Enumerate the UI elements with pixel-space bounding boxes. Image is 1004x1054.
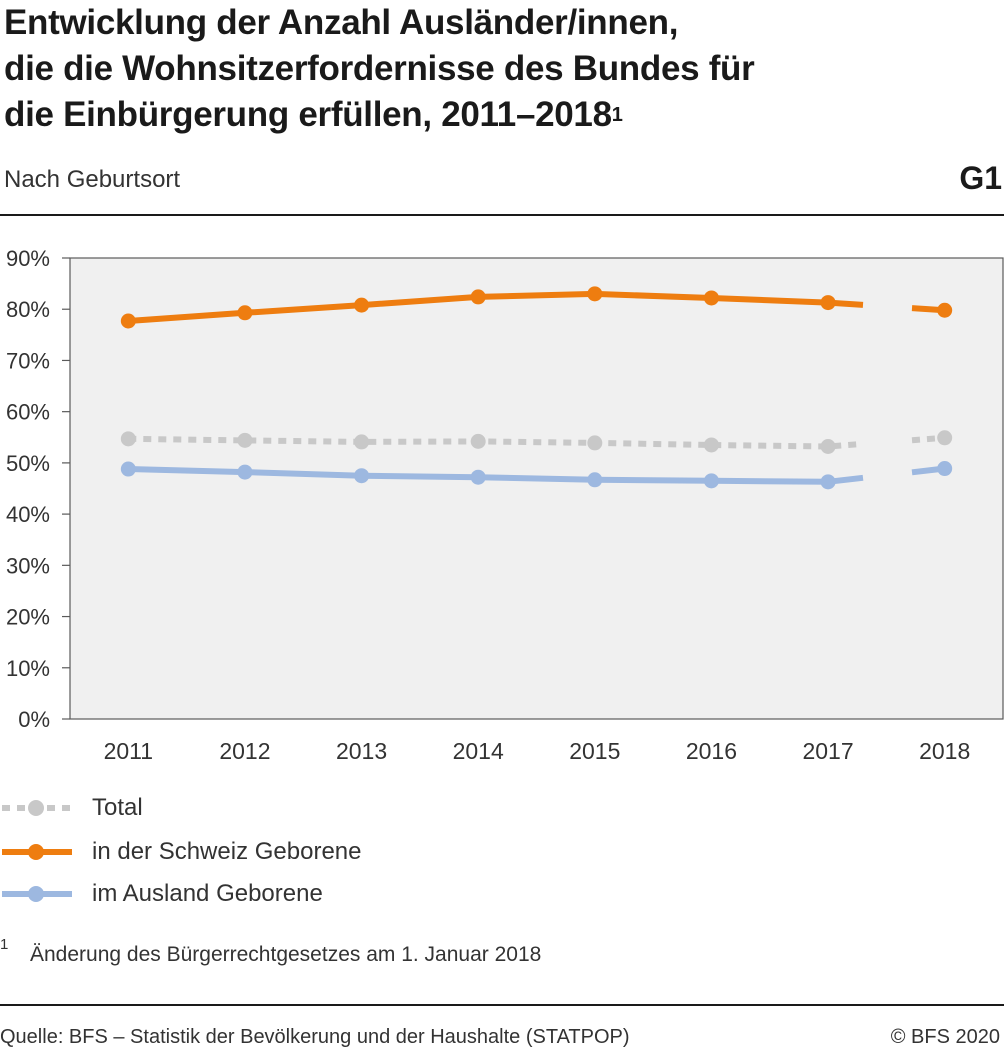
legend-item-ausland: im Ausland Geborene — [0, 874, 600, 914]
title-line-1: Entwicklung der Anzahl Ausländer/innen, — [4, 3, 679, 42]
y-tick-label: 50% — [6, 451, 50, 476]
data-point — [470, 289, 486, 305]
data-point — [703, 290, 719, 306]
data-point — [587, 472, 603, 488]
data-point — [237, 432, 253, 448]
series-0 — [120, 430, 953, 454]
data-point — [587, 286, 603, 302]
series-line — [128, 466, 864, 485]
legend-swatch-ausland — [2, 886, 72, 902]
x-tick-label: 2012 — [219, 738, 270, 764]
data-point — [703, 437, 719, 453]
legend-item-schweiz: in der Schweiz Geborene — [0, 832, 600, 872]
data-point — [237, 305, 253, 321]
y-tick-label: 40% — [6, 502, 50, 527]
data-point — [820, 295, 836, 311]
x-tick-label: 2016 — [686, 738, 737, 764]
y-tick-label: 90% — [6, 246, 50, 271]
copyright: © BFS 2020 — [890, 1026, 1000, 1048]
series-line — [128, 290, 864, 324]
series-2 — [120, 461, 953, 490]
y-tick-label: 20% — [6, 605, 50, 630]
data-point — [470, 433, 486, 449]
x-tick-label: 2017 — [802, 738, 853, 764]
graphic-code: G1 — [959, 160, 1002, 196]
series-1 — [120, 286, 953, 329]
title-line-2: die die Wohnsitzerfordernisse des Bundes… — [4, 49, 755, 88]
series-line — [128, 435, 864, 450]
data-point — [703, 473, 719, 489]
x-tick-label: 2011 — [104, 738, 153, 764]
data-point — [937, 461, 953, 477]
legend-label-schweiz: in der Schweiz Geborene — [92, 838, 362, 865]
x-tick-label: 2015 — [569, 738, 620, 764]
y-tick-label: 30% — [6, 553, 50, 578]
data-point — [354, 468, 370, 484]
top-rule — [0, 214, 1004, 216]
data-point — [120, 431, 136, 447]
footnote-text: Änderung des Bürgerrechtgesetzes am 1. J… — [30, 943, 542, 966]
legend-label-total: Total — [92, 794, 143, 821]
y-tick-label: 80% — [6, 297, 50, 322]
data-point — [937, 430, 953, 446]
legend-swatch-total — [2, 800, 72, 816]
chart-subtitle: Nach Geburtsort — [4, 166, 181, 193]
y-tick-label: 10% — [6, 656, 50, 681]
legend-swatch-schweiz — [2, 844, 72, 860]
legend-label-ausland: im Ausland Geborene — [92, 880, 323, 907]
x-tick-label: 2018 — [919, 738, 970, 764]
y-tick-label: 70% — [6, 348, 50, 373]
source-note: Quelle: BFS – Statistik der Bevölkerung … — [0, 1026, 630, 1048]
y-tick-label: 0% — [18, 707, 50, 732]
chart-title: Entwicklung der Anzahl Ausländer/innen, … — [4, 0, 944, 138]
data-point — [820, 474, 836, 490]
plot-area — [69, 257, 1004, 720]
data-point — [937, 302, 953, 318]
y-tick-label: 60% — [6, 400, 50, 425]
title-line-3-text: die Einbürgerung erfüllen, 2011–2018 — [4, 95, 612, 134]
series-group — [120, 286, 953, 490]
line-chart: 0% 10% 20% 30% 40% 50% 60% 70% 80% 90% 2011 2012 201… — [6, 246, 1004, 764]
data-point — [120, 313, 136, 329]
x-tick-label: 2013 — [336, 738, 387, 764]
footnote-mark: 1 — [0, 936, 9, 953]
bottom-rule — [0, 1004, 1004, 1006]
plot-background — [69, 257, 1004, 720]
data-point — [587, 435, 603, 451]
data-point — [354, 297, 370, 313]
data-point — [470, 469, 486, 485]
series-line-after-break — [911, 434, 945, 444]
title-footnote-mark: 1 — [611, 104, 623, 126]
x-tick-label: 2014 — [453, 738, 504, 764]
data-point — [354, 434, 370, 450]
data-point — [820, 438, 836, 454]
axes: 0% 10% 20% 30% 40% 50% 60% 70% 80% 90% 2011 2012 201… — [6, 246, 970, 764]
title-line-3: die Einbürgerung erfüllen, 2011–20181 — [4, 92, 944, 138]
legend-item-total: Total — [0, 788, 600, 828]
data-point — [237, 464, 253, 480]
data-point — [120, 461, 136, 477]
